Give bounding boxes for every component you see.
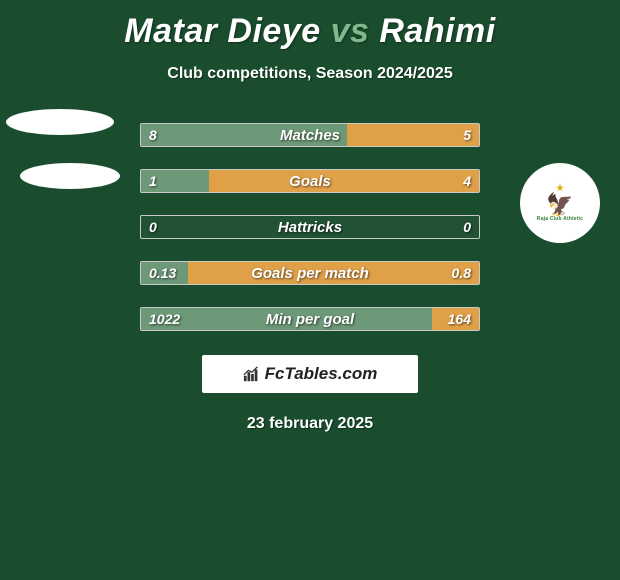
- player2-club-badge: ★ 🦅 Raja Club Athletic: [520, 163, 600, 243]
- stat-label: Hattricks: [141, 216, 479, 238]
- date: 23 february 2025: [0, 415, 620, 433]
- stat-row: 14Goals: [140, 169, 480, 193]
- vs-label: vs: [331, 12, 370, 50]
- bar-chart-icon: [243, 365, 261, 383]
- player1-club-placeholder: [20, 163, 120, 189]
- player2-name: Rahimi: [379, 12, 495, 50]
- stat-row: 1022164Min per goal: [140, 307, 480, 331]
- brand-text: FcTables.com: [265, 364, 378, 384]
- comparison-area: ★ 🦅 Raja Club Athletic 85Matches 14Goals 0…: [0, 123, 620, 331]
- brand-box[interactable]: FcTables.com: [202, 355, 418, 393]
- stat-label: Min per goal: [141, 308, 479, 330]
- eagle-icon: 🦅: [537, 194, 583, 216]
- subtitle: Club competitions, Season 2024/2025: [0, 65, 620, 83]
- stat-row: 0.130.8Goals per match: [140, 261, 480, 285]
- player1-name: Matar Dieye: [124, 12, 320, 50]
- player1-photo-placeholder: [6, 109, 114, 135]
- stat-row: 85Matches: [140, 123, 480, 147]
- comparison-title: Matar Dieye vs Rahimi: [0, 0, 620, 51]
- stat-row: 00Hattricks: [140, 215, 480, 239]
- stat-label: Goals per match: [141, 262, 479, 284]
- stat-label: Matches: [141, 124, 479, 146]
- stat-bars: 85Matches 14Goals 00Hattricks 0.130.8Goals …: [140, 123, 480, 331]
- club-badge-text: Raja Club Athletic: [537, 216, 583, 222]
- stat-label: Goals: [141, 170, 479, 192]
